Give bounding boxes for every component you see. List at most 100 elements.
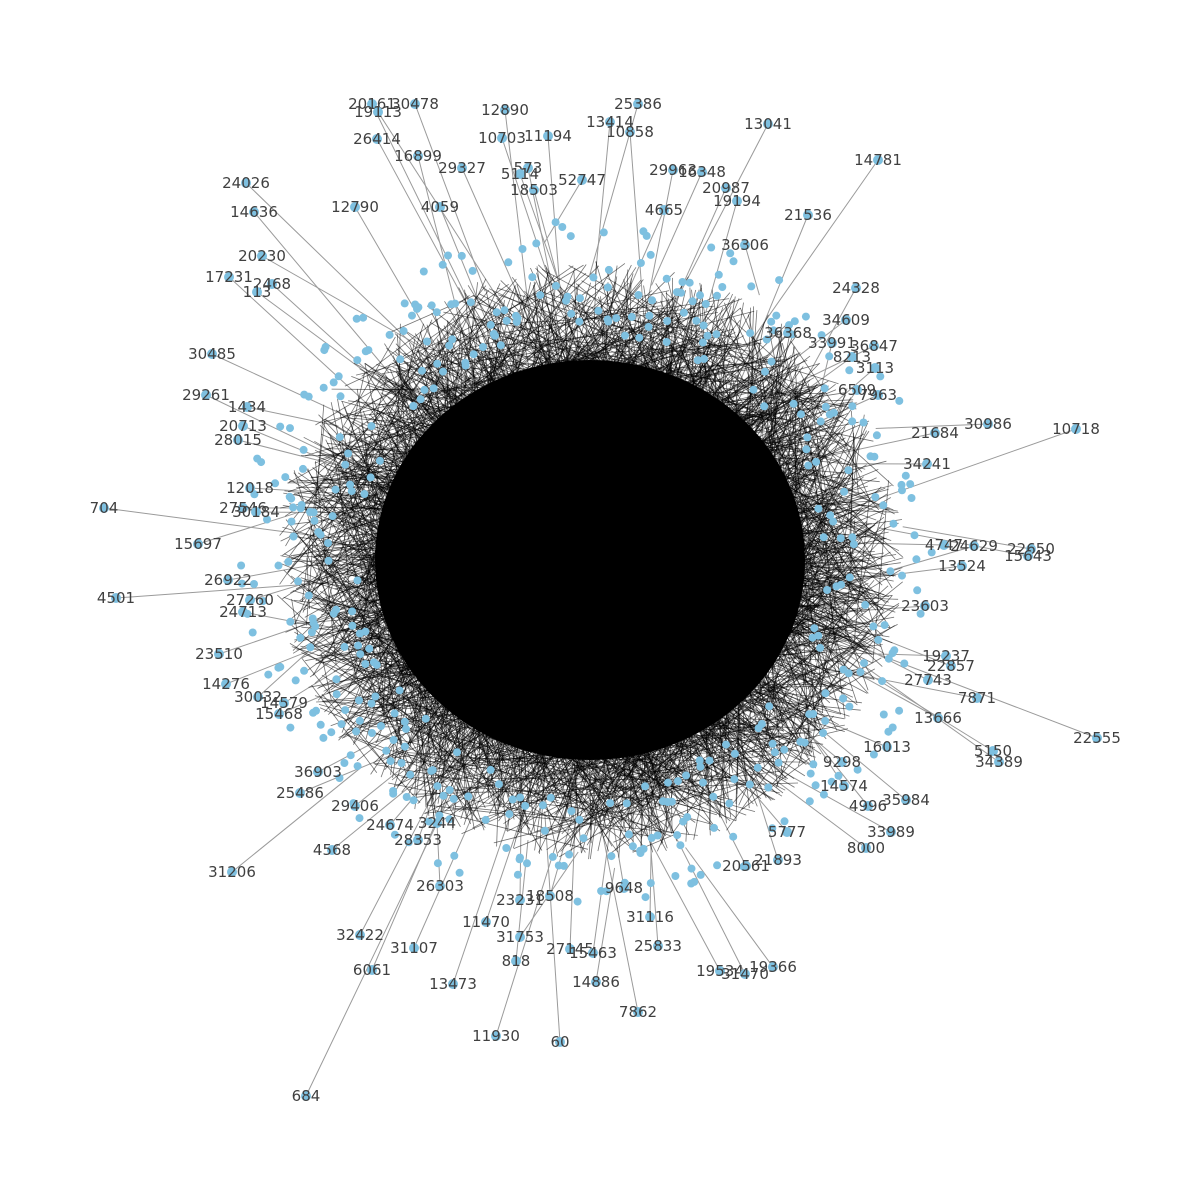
graph-node <box>309 708 318 717</box>
graph-node <box>839 694 848 703</box>
node-label: 20987 <box>702 179 750 197</box>
core-edge <box>496 324 701 347</box>
graph-node <box>355 696 363 705</box>
node-label: 19237 <box>922 647 970 665</box>
graph-node <box>780 745 789 754</box>
graph-node <box>372 660 381 669</box>
graph-node <box>327 728 336 737</box>
graph-edge <box>389 710 489 826</box>
graph-node <box>350 202 360 212</box>
graph-node <box>869 341 879 351</box>
graph-node <box>341 460 350 469</box>
graph-edge <box>249 583 305 601</box>
graph-edge <box>501 137 550 281</box>
graph-node <box>360 490 369 498</box>
graph-node <box>348 621 357 630</box>
core-edge <box>360 622 381 657</box>
graph-node <box>324 539 332 548</box>
graph-node <box>888 723 897 732</box>
graph-node <box>361 660 370 668</box>
node-label: 9648 <box>605 879 643 897</box>
node-label: 29406 <box>331 797 379 815</box>
graph-node <box>402 793 411 801</box>
graph-edge <box>253 211 390 373</box>
core-edge <box>784 628 870 749</box>
node-label: 33991 <box>808 334 856 352</box>
graph-node <box>879 501 888 510</box>
graph-node <box>827 338 837 348</box>
graph-node <box>457 251 466 260</box>
graph-node <box>913 586 922 595</box>
graph-node <box>400 717 409 726</box>
node-label: 21536 <box>784 206 832 224</box>
graph-node <box>332 675 341 684</box>
core-edge <box>435 810 588 850</box>
graph-node <box>1092 733 1102 743</box>
graph-node <box>423 337 431 346</box>
core-edge <box>460 721 492 820</box>
graph-node <box>863 801 873 811</box>
graph-node <box>300 666 309 675</box>
graph-node <box>445 815 454 824</box>
graph-edge <box>504 109 532 329</box>
graph-node <box>635 333 644 342</box>
graph-node <box>274 561 283 570</box>
graph-node <box>588 948 598 958</box>
graph-edge <box>331 747 458 851</box>
node-label: 11194 <box>524 127 572 145</box>
graph-edge <box>803 625 1098 739</box>
graph-node <box>809 760 818 769</box>
graph-node <box>770 748 779 757</box>
graph-node <box>845 573 854 582</box>
graph-node <box>491 331 499 340</box>
graph-node <box>242 402 252 412</box>
graph-node <box>348 607 357 616</box>
graph-node <box>562 296 570 305</box>
node-label: 25833 <box>634 937 682 955</box>
node-label: 24674 <box>366 816 414 834</box>
graph-node <box>289 532 298 541</box>
graph-node <box>479 343 487 351</box>
node-label: 29963 <box>649 161 697 179</box>
graph-node <box>682 771 691 780</box>
graph-node <box>457 163 467 173</box>
graph-node <box>353 762 362 771</box>
graph-node <box>365 644 374 653</box>
graph-edge <box>643 829 721 972</box>
graph-node <box>869 622 878 631</box>
node-label: 34241 <box>903 455 951 473</box>
graph-node <box>402 724 410 733</box>
graph-node <box>350 801 360 811</box>
graph-node <box>834 771 843 780</box>
graph-node <box>320 346 329 355</box>
graph-node <box>740 969 750 979</box>
graph-node <box>946 661 956 671</box>
graph-node <box>336 392 345 401</box>
graph-node <box>653 941 663 951</box>
graph-node <box>812 457 821 466</box>
graph-node <box>628 842 637 851</box>
node-label: 24629 <box>950 537 998 555</box>
graph-node <box>715 966 725 976</box>
node-label: 26922 <box>204 571 252 589</box>
graph-node <box>399 327 408 335</box>
graph-node <box>201 390 211 400</box>
node-label: 13041 <box>744 115 792 133</box>
graph-node <box>304 392 313 401</box>
node-label: 30184 <box>232 503 280 521</box>
graph-node <box>860 659 868 668</box>
core-edge <box>396 750 559 802</box>
core-edge <box>459 283 609 398</box>
graph-node <box>251 507 261 517</box>
graph-edge <box>749 771 779 861</box>
graph-node <box>687 864 696 873</box>
graph-node <box>718 283 727 291</box>
core-edge <box>469 346 515 362</box>
graph-node <box>701 300 710 308</box>
node-label: 13414 <box>586 113 634 131</box>
graph-node <box>836 534 845 543</box>
graph-node <box>257 251 267 261</box>
core-edge <box>830 491 893 589</box>
graph-node <box>558 223 567 231</box>
graph-node <box>826 511 835 520</box>
